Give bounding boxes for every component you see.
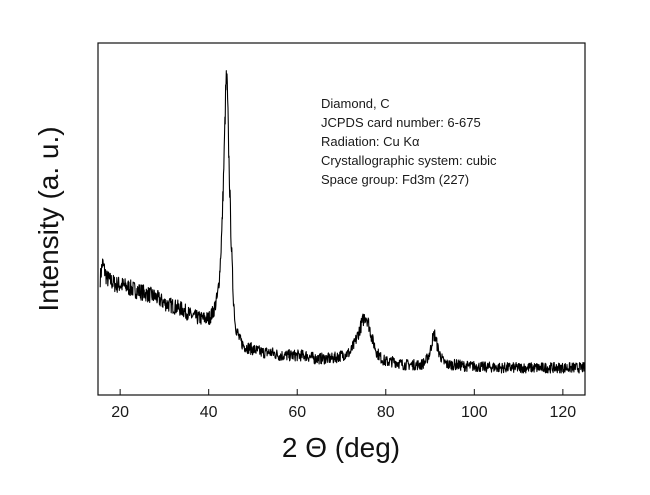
annotation-line-3: Radiation: Cu Kα [321, 134, 420, 149]
diffraction-pattern-line [99, 70, 586, 374]
x-tick-label: 40 [200, 404, 218, 421]
x-axis-title: 2 Θ (deg) [282, 432, 400, 463]
x-tick-label: 80 [377, 404, 395, 421]
x-tick-label: 120 [550, 404, 577, 421]
y-axis-title: Intensity (a. u.) [33, 126, 64, 311]
x-tick-label: 60 [288, 404, 306, 421]
annotation-line-5: Space group: Fd3m (227) [321, 172, 469, 187]
plot-frame [97, 42, 586, 396]
annotation-line-4: Crystallographic system: cubic [321, 153, 497, 168]
x-tick-label: 100 [461, 404, 488, 421]
annotation-line-2: JCPDS card number: 6-675 [321, 115, 481, 130]
x-tick-label: 20 [111, 404, 129, 421]
x-axis-ticks: 20 40 60 80 100 120 [111, 389, 576, 421]
annotation-line-1: Diamond, C [321, 96, 390, 111]
